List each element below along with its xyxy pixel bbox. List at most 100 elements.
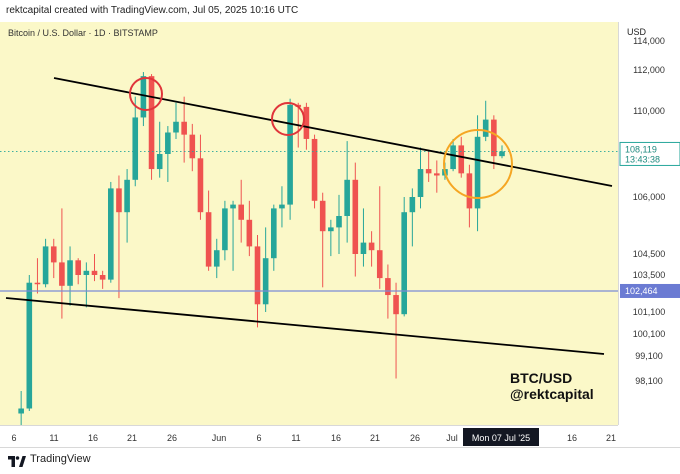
pair-watermark: BTC/USD	[510, 370, 573, 386]
candle-body[interactable]	[287, 104, 293, 205]
candle-body[interactable]	[491, 119, 497, 157]
candle-body[interactable]	[328, 227, 334, 232]
countdown-label: 13:43:38	[625, 154, 660, 164]
candle-body[interactable]	[132, 117, 139, 180]
time-axis-svg: 611162126Jun611162126Jul111621Mon 07 Jul…	[11, 428, 616, 446]
candle-body[interactable]	[26, 282, 33, 409]
candle-body[interactable]	[352, 179, 359, 254]
chart-plot-area[interactable]: Bitcoin / U.S. Dollar · 1D · BITSTAMP BT…	[0, 22, 618, 425]
candle-body[interactable]	[108, 188, 114, 280]
candle-body[interactable]	[393, 295, 399, 315]
candle-body[interactable]	[360, 242, 367, 254]
candle-body[interactable]	[368, 242, 375, 251]
currency-label[interactable]: USD	[627, 27, 647, 37]
candle-body[interactable]	[311, 138, 318, 201]
level-tag	[620, 283, 680, 298]
time-tick-label: Jul	[446, 433, 458, 443]
candles-group	[18, 72, 505, 425]
footer: TradingView	[0, 447, 680, 474]
candle-body[interactable]	[254, 246, 261, 305]
candle-body[interactable]	[50, 246, 57, 263]
candle-body[interactable]	[499, 151, 505, 157]
candle-body[interactable]	[156, 154, 163, 170]
candle-body[interactable]	[59, 262, 65, 286]
time-tick-label: 11	[291, 433, 300, 443]
lower-trendline[interactable]	[5, 297, 605, 355]
candle-body[interactable]	[83, 270, 90, 275]
candle-body[interactable]	[189, 134, 196, 159]
time-tick-label: Jun	[212, 433, 227, 443]
author-watermark: @rektcapital	[510, 386, 594, 402]
time-tick-label: 6	[256, 433, 261, 443]
candle-body[interactable]	[205, 212, 212, 267]
candle-body[interactable]	[197, 158, 204, 213]
header-text: rektcapital created with TradingView.com…	[6, 5, 299, 16]
candle-body[interactable]	[165, 132, 171, 155]
candle-body[interactable]	[376, 250, 383, 279]
candle-body[interactable]	[181, 121, 187, 135]
time-tick-label: 16	[567, 433, 577, 443]
candle-body[interactable]	[425, 169, 432, 174]
candle-body[interactable]	[99, 275, 106, 280]
price-tick-label: 99,100	[635, 351, 663, 361]
last-price-tag	[619, 141, 680, 166]
candle-body[interactable]	[385, 278, 391, 296]
chart-header: rektcapital created with TradingView.com…	[0, 0, 680, 22]
candle-body[interactable]	[344, 179, 350, 216]
time-tick-label: 16	[88, 433, 98, 443]
peak-circle-3[interactable]	[443, 129, 513, 199]
candle-body[interactable]	[279, 204, 285, 209]
candle-body[interactable]	[18, 408, 24, 414]
time-tick-label: 21	[606, 433, 616, 443]
time-tick-label: 26	[167, 433, 177, 443]
candle-body[interactable]	[67, 260, 73, 286]
candle-body[interactable]	[482, 119, 489, 137]
crosshair-date-label: Mon 07 Jul '25	[472, 433, 530, 443]
price-tick-label: 104,500	[633, 249, 666, 259]
time-tick-label: 26	[410, 433, 420, 443]
candle-body[interactable]	[116, 188, 122, 213]
candle-body[interactable]	[434, 173, 440, 176]
candle-body[interactable]	[222, 208, 228, 251]
candle-body[interactable]	[450, 145, 456, 170]
candle-body[interactable]	[409, 197, 416, 213]
candle-body[interactable]	[401, 212, 407, 315]
time-tick-label: 21	[370, 433, 380, 443]
candle-body[interactable]	[246, 219, 253, 247]
price-axis[interactable]: 114,000 112,000 110,000 106,000 104,500 103,5…	[618, 22, 680, 425]
candle-body[interactable]	[34, 282, 41, 285]
candle-body[interactable]	[75, 260, 81, 275]
candle-body[interactable]	[319, 200, 326, 232]
time-axis[interactable]: 611162126Jun611162126Jul111621Mon 07 Jul…	[0, 425, 618, 447]
time-tick-label: 21	[127, 433, 137, 443]
candle-body[interactable]	[140, 76, 147, 118]
candle-body[interactable]	[271, 208, 277, 259]
candle-body[interactable]	[42, 246, 49, 285]
peak-circle-1[interactable]	[129, 77, 163, 111]
price-tick-label: 112,000	[633, 65, 665, 75]
candle-body[interactable]	[148, 76, 155, 170]
candle-body[interactable]	[262, 258, 269, 305]
candle-body[interactable]	[474, 136, 481, 209]
candle-body[interactable]	[336, 216, 342, 228]
candle-body[interactable]	[303, 106, 310, 139]
candle-body[interactable]	[230, 204, 236, 209]
candle-body[interactable]	[466, 173, 473, 209]
candle-body[interactable]	[417, 169, 424, 197]
candle-body[interactable]	[458, 145, 465, 174]
price-tick-label: 103,500	[633, 270, 666, 280]
time-tick-label: 11	[49, 433, 58, 443]
upper-trendline[interactable]	[53, 77, 613, 187]
candle-body[interactable]	[213, 250, 220, 267]
price-tick-label: 110,000	[633, 106, 665, 116]
candle-body[interactable]	[173, 121, 179, 133]
time-tick-label: 6	[11, 433, 16, 443]
price-tick-label: 98,100	[635, 376, 663, 386]
candle-body[interactable]	[124, 179, 130, 213]
price-tick-label: 100,100	[633, 329, 666, 339]
candle-body[interactable]	[238, 204, 244, 220]
candlestick-chart	[0, 72, 618, 425]
peak-circle-2[interactable]	[271, 102, 305, 136]
tradingview-logo-icon	[8, 456, 26, 467]
candle-body[interactable]	[91, 270, 98, 275]
